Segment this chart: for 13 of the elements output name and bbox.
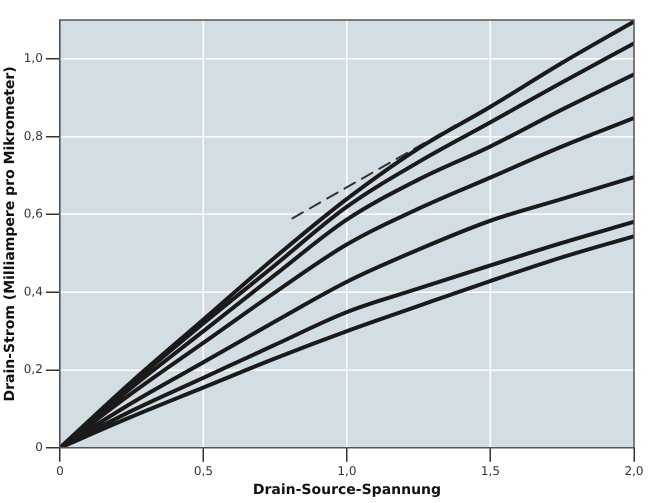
y-tick-label: 0,4 (24, 284, 43, 298)
x-axis-title: Drain-Source-Spannung (252, 482, 442, 498)
y-tick-label: 0 (35, 440, 43, 454)
x-tick-label: 0,5 (194, 464, 213, 478)
y-tick-label: 0,6 (24, 206, 43, 221)
y-tick-label: 0,2 (24, 362, 43, 376)
x-tick-label: 1,0 (337, 464, 356, 478)
y-tick-label: 1,0 (24, 51, 43, 66)
y-tick-label: 0,8 (24, 128, 43, 143)
x-tick-label: 0 (56, 464, 64, 478)
x-tick-label: 2,0 (624, 464, 644, 478)
y-axis-title: Drain-Strom (Milliampere pro Mikrometer) (2, 66, 18, 402)
x-tick-label: 1,5 (480, 464, 500, 478)
